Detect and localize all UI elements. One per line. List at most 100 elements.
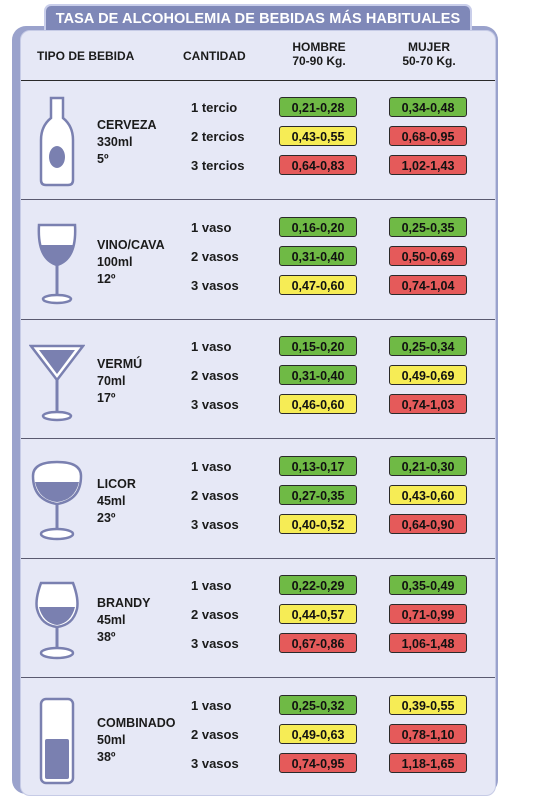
- header-mujer-label: MUJER: [407, 40, 450, 54]
- drink-section: LICOR 45ml 23º 1 vaso 0,13-0,17 0,21-0,30 2 va…: [21, 440, 495, 559]
- table-row: 3 vasos 0,47-0,60 0,74-1,04: [21, 274, 495, 297]
- drink-volume: 45ml: [97, 613, 126, 627]
- hombre-value-badge: 0,16-0,20: [279, 216, 357, 237]
- hombre-value-badge: 0,67-0,86: [279, 633, 357, 653]
- hombre-value-badge: 0,27-0,35: [279, 484, 357, 505]
- drink-degree: 23º: [97, 510, 116, 525]
- drink-name: COMBINADO: [97, 715, 176, 730]
- quantity-label: 3 vasos: [191, 636, 239, 651]
- drink-volume: 100ml: [97, 254, 133, 269]
- drink-name: VERMÚ: [97, 357, 143, 371]
- drink-section: BRANDY 45ml 38º 1 vaso 0,22-0,29 0,35-0,49 2 v…: [21, 559, 495, 678]
- table-row: 2 tercios 0,43-0,55 0,68-0,95: [21, 126, 495, 148]
- drink-degree: 38º: [97, 630, 116, 644]
- drink-name: CERVEZA: [97, 118, 157, 132]
- wine-glass-icon: [29, 215, 85, 307]
- mujer-value-badge: 0,49-0,69: [389, 365, 467, 385]
- table-row: 1 vaso 0,15-0,20 0,25-0,34: [21, 336, 495, 358]
- drink-volume: 50ml: [97, 732, 126, 747]
- drink-name: LICOR: [97, 476, 136, 491]
- section-divider: [21, 677, 495, 678]
- table-row: 1 tercio 0,21-0,28 0,34-0,48: [21, 97, 495, 119]
- header-tipo: TIPO DE BEBIDA: [37, 49, 135, 63]
- drink-degree: 17º: [97, 391, 116, 405]
- mujer-value-badge: 0,25-0,35: [389, 216, 467, 237]
- mujer-value-badge: 0,71-0,99: [389, 604, 467, 624]
- drink-info: CERVEZA 330ml 5º: [97, 117, 157, 168]
- drink-info: BRANDY 45ml 38º: [97, 595, 150, 646]
- quantity-label: 2 vasos: [191, 368, 239, 383]
- mujer-value-badge: 0,25-0,34: [389, 336, 467, 356]
- hombre-value-badge: 0,15-0,20: [279, 336, 357, 356]
- quantity-label: 1 vaso: [191, 219, 232, 235]
- drink-section: COMBINADO 50ml 38º 1 vaso 0,25-0,32 0,39-0,55…: [21, 679, 495, 796]
- quantity-label: 1 vaso: [191, 697, 232, 713]
- mujer-value-badge: 0,68-0,95: [389, 126, 467, 146]
- drink-section: CERVEZA 330ml 5º 1 tercio 0,21-0,28 0,34-0,48…: [21, 81, 495, 200]
- hombre-value-badge: 0,74-0,95: [279, 752, 357, 773]
- table-row: 3 tercios 0,64-0,83 1,02-1,43: [21, 155, 495, 177]
- quantity-label: 3 vasos: [191, 755, 239, 771]
- header-hombre: HOMBRE 70-90 Kg.: [273, 40, 365, 68]
- section-divider: [21, 318, 495, 320]
- mujer-value-badge: 0,34-0,48: [389, 97, 467, 117]
- header-mujer: MUJER 50-70 Kg.: [383, 40, 475, 68]
- table-row: 1 vaso 0,22-0,29 0,35-0,49: [21, 575, 495, 597]
- table-row: 2 vasos 0,31-0,40 0,49-0,69: [21, 365, 495, 387]
- table-row: 3 vasos 0,67-0,86 1,06-1,48: [21, 633, 495, 655]
- drink-info: VINO/CAVA 100ml 12º: [97, 237, 165, 288]
- table-row: 2 vasos 0,27-0,35 0,43-0,60: [21, 484, 495, 507]
- drink-degree: 38º: [97, 749, 116, 764]
- table-row: 2 vasos 0,31-0,40 0,50-0,69: [21, 245, 495, 268]
- section-divider: [21, 557, 495, 559]
- header-cantidad: CANTIDAD: [183, 49, 246, 63]
- highball-glass-icon: [29, 693, 85, 785]
- quantity-label: 2 vasos: [191, 607, 239, 622]
- page-title: TASA DE ALCOHOLEMIA DE BEBIDAS MÁS HABIT…: [44, 4, 472, 30]
- brandy-glass-icon: [29, 573, 85, 665]
- quantity-label: 2 tercios: [191, 129, 245, 144]
- beer-bottle-icon: [29, 95, 85, 187]
- table-row: 3 vasos 0,74-0,95 1,18-1,65: [21, 752, 495, 775]
- mujer-value-badge: 0,50-0,69: [389, 245, 467, 266]
- quantity-label: 2 vasos: [191, 726, 239, 742]
- mujer-value-badge: 1,02-1,43: [389, 155, 467, 175]
- drink-name: VINO/CAVA: [97, 237, 165, 252]
- drink-degree: 5º: [97, 152, 109, 166]
- hombre-value-badge: 0,31-0,40: [279, 245, 357, 266]
- quantity-label: 3 tercios: [191, 158, 245, 173]
- mujer-value-badge: 0,74-1,04: [389, 274, 467, 295]
- quantity-label: 2 vasos: [191, 248, 239, 264]
- quantity-label: 2 vasos: [191, 487, 239, 503]
- table-row: 1 vaso 0,25-0,32 0,39-0,55: [21, 694, 495, 717]
- mujer-value-badge: 0,39-0,55: [389, 694, 467, 715]
- mujer-value-badge: 0,78-1,10: [389, 723, 467, 744]
- section-divider: [21, 199, 495, 200]
- hombre-value-badge: 0,25-0,32: [279, 694, 357, 715]
- drink-info: COMBINADO 50ml 38º: [97, 715, 175, 766]
- drink-degree: 12º: [97, 271, 116, 286]
- mujer-value-badge: 0,21-0,30: [389, 455, 467, 476]
- mujer-value-badge: 1,06-1,48: [389, 633, 467, 653]
- hombre-value-badge: 0,40-0,52: [279, 513, 357, 534]
- drink-section: VINO/CAVA 100ml 12º 1 vaso 0,16-0,20 0,25-0,3…: [21, 201, 495, 320]
- quantity-label: 3 vasos: [191, 277, 239, 293]
- drink-volume: 330ml: [97, 135, 133, 149]
- mujer-value-badge: 0,35-0,49: [389, 575, 467, 595]
- table-header: TIPO DE BEBIDA CANTIDAD HOMBRE 70-90 Kg.…: [21, 31, 495, 81]
- table-row: 3 vasos 0,46-0,60 0,74-1,03: [21, 394, 495, 416]
- drink-info: LICOR 45ml 23º: [97, 476, 136, 527]
- hombre-value-badge: 0,21-0,28: [279, 97, 357, 117]
- table-row: 2 vasos 0,49-0,63 0,78-1,10: [21, 723, 495, 746]
- quantity-label: 1 vaso: [191, 458, 232, 474]
- header-mujer-weight: 50-70 Kg.: [402, 54, 456, 68]
- mujer-value-badge: 0,43-0,60: [389, 484, 467, 505]
- drink-name: BRANDY: [97, 596, 151, 610]
- hombre-value-badge: 0,22-0,29: [279, 575, 357, 595]
- quantity-label: 1 vaso: [191, 578, 232, 593]
- martini-glass-icon: [28, 334, 86, 426]
- table-row: 2 vasos 0,44-0,57 0,71-0,99: [21, 604, 495, 626]
- mujer-value-badge: 0,64-0,90: [389, 513, 467, 534]
- header-hombre-label: HOMBRE: [292, 40, 346, 54]
- table-row: 1 vaso 0,16-0,20 0,25-0,35: [21, 216, 495, 239]
